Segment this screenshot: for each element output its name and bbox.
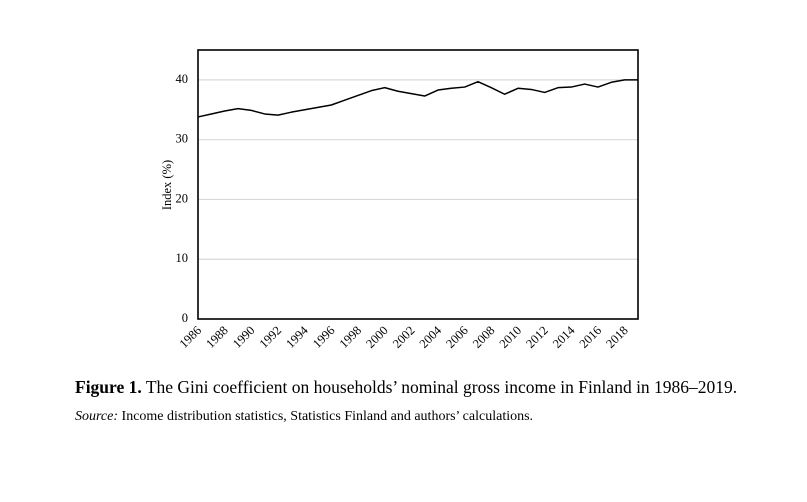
x-tick-label: 2000 [363, 323, 391, 351]
y-axis-label: Index (%) [160, 160, 174, 210]
x-tick-label: 1998 [337, 323, 365, 351]
series-line [197, 79, 638, 118]
source-note-label: Source: [75, 409, 119, 424]
y-tick-label: 20 [176, 191, 189, 205]
y-axis-ticks: 0 10 20 30 40 [176, 72, 189, 325]
figure-caption: Figure 1. The Gini coefficient on househ… [75, 376, 737, 398]
x-tick-label: 1996 [310, 323, 338, 351]
x-tick-label: 2018 [603, 323, 631, 351]
x-tick-label: 2004 [417, 323, 445, 351]
source-note: Source: Income distribution statistics, … [75, 408, 533, 426]
x-tick-label: 1990 [230, 323, 258, 351]
x-tick-label: 2008 [470, 323, 498, 351]
source-note-text: Income distribution statistics, Statisti… [118, 409, 534, 424]
gridlines [198, 79, 638, 260]
y-tick-label: 30 [176, 132, 189, 146]
figure-caption-text: The Gini coefficient on households’ nomi… [141, 377, 738, 397]
x-tick-label: 2012 [523, 323, 551, 351]
y-tick-label: 40 [176, 72, 189, 86]
y-tick-label: 10 [176, 251, 189, 265]
x-tick-label: 1988 [203, 323, 231, 351]
series-layer [197, 79, 638, 118]
x-tick-label: 1994 [283, 323, 311, 351]
x-tick-label: 2016 [577, 323, 605, 351]
y-tick-label: 0 [182, 311, 188, 325]
plot-frame [197, 49, 639, 320]
x-tick-label: 2014 [550, 323, 578, 351]
x-tick-label: 2002 [390, 323, 418, 351]
x-tick-label: 1986 [177, 323, 205, 351]
x-tick-label: 2006 [443, 323, 471, 351]
figure-caption-label: Figure 1. [75, 377, 142, 397]
x-axis-ticks: 1986 1988 1990 1992 1994 1996 1998 2000 2002 2004… [177, 323, 631, 351]
x-tick-label: 1992 [257, 323, 285, 351]
x-tick-label: 2010 [497, 323, 525, 351]
